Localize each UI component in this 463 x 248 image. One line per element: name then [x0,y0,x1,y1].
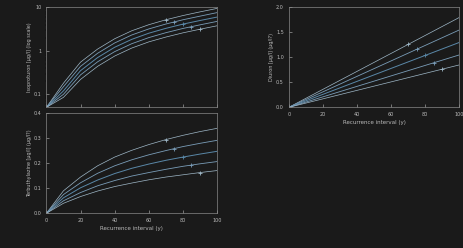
Y-axis label: Isoproturon [µg/l] (log scale): Isoproturon [µg/l] (log scale) [27,23,31,92]
Y-axis label: Terbuthylazine [µg/l] (µg/l?): Terbuthylazine [µg/l] (µg/l?) [27,129,31,197]
X-axis label: Recurrence interval (y): Recurrence interval (y) [342,120,405,125]
X-axis label: Recurrence interval (y): Recurrence interval (y) [100,226,163,231]
Y-axis label: Diuron [µg/l] (µg/l?): Diuron [µg/l] (µg/l?) [269,33,274,81]
